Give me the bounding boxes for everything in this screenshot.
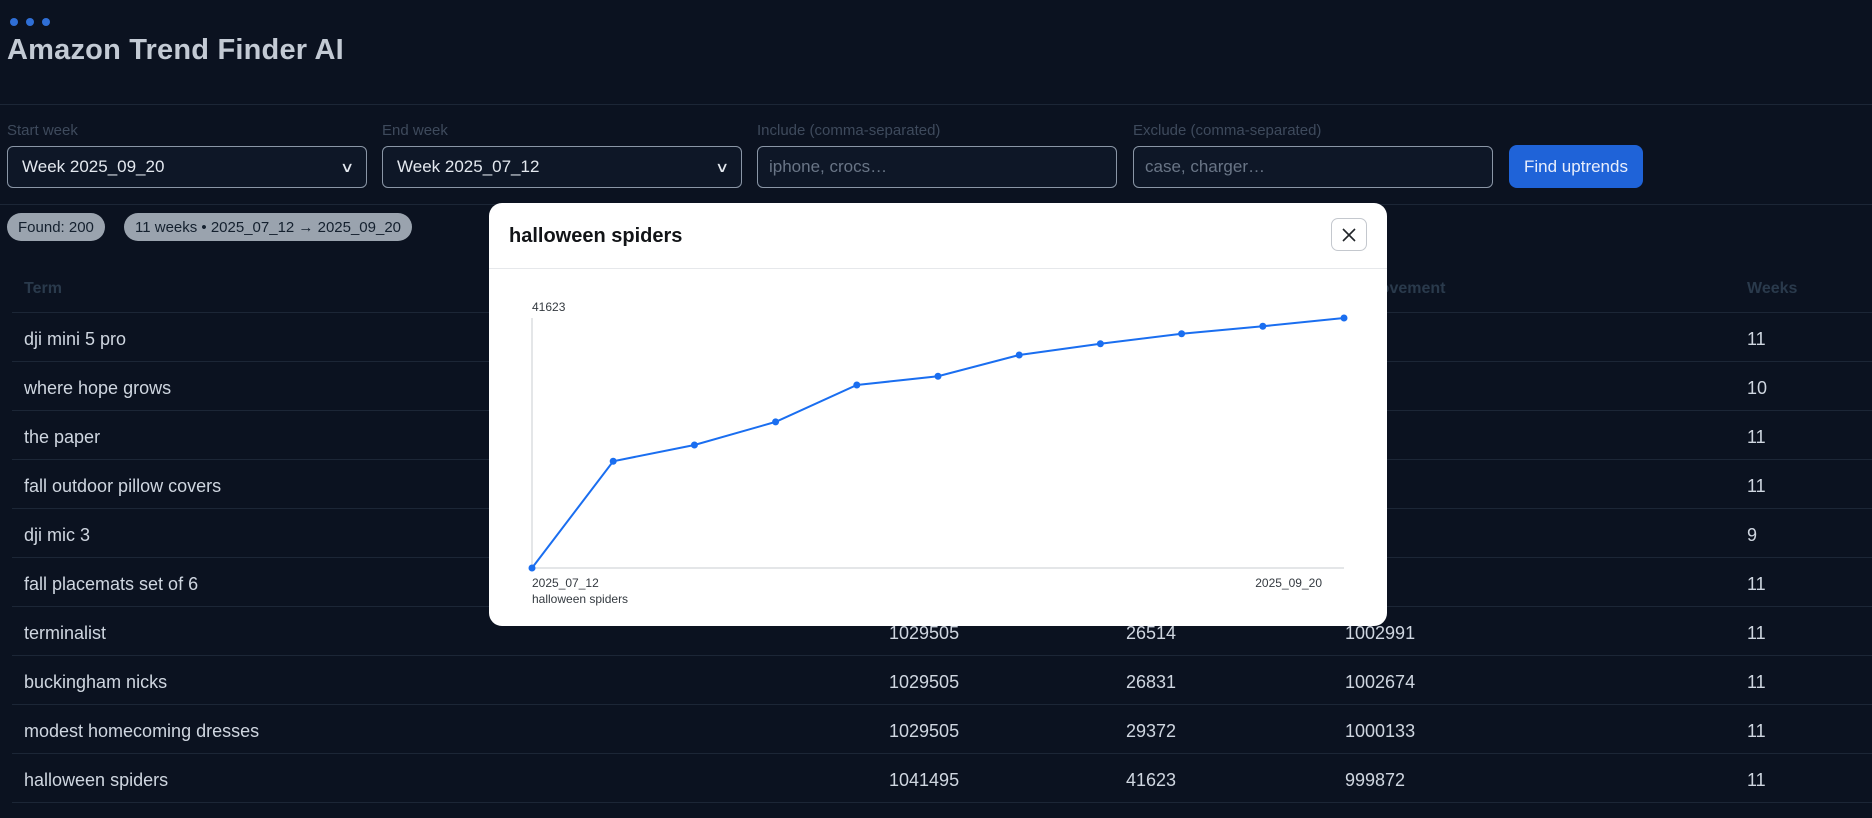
data-point[interactable] — [853, 381, 861, 389]
cell-weeks: 11 — [1747, 329, 1766, 349]
app-title: Amazon Trend Finder AI — [7, 34, 344, 66]
cell-col-3: 29372 — [1126, 721, 1177, 741]
cell-term: halloween spiders — [24, 770, 169, 790]
table-row[interactable]: modest homecoming dresses 1029505 29372 100… — [12, 705, 1872, 754]
data-point[interactable] — [1259, 322, 1267, 330]
cell-improvement: 1002674 — [1345, 672, 1416, 692]
data-point[interactable] — [690, 441, 698, 449]
cell-weeks: 10 — [1747, 378, 1768, 398]
cell-weeks: 11 — [1747, 574, 1766, 594]
start-week-select[interactable]: Week 2025_09_20 ∨ — [7, 146, 367, 188]
trend-modal: halloween spiders 41623 2025_07_12 2025_… — [489, 203, 1387, 626]
cell-term: modest homecoming dresses — [24, 721, 260, 741]
cell-term: where hope grows — [24, 378, 172, 398]
cell-weeks: 11 — [1747, 476, 1766, 496]
cell-col-2: 1029505 — [889, 721, 960, 741]
x-last-label: 2025_09_20 — [1255, 576, 1322, 590]
include-label: Include (comma-separated) — [757, 122, 941, 139]
end-week-field: End week Week 2025_07_12 ∨ — [382, 122, 742, 188]
modal-header: halloween spiders — [489, 203, 1387, 269]
include-field: Include (comma-separated) iphone, crocs… — [757, 122, 1117, 188]
cell-weeks: 9 — [1747, 525, 1758, 545]
cell-weeks: 11 — [1747, 770, 1766, 790]
found-badge: Found: 200 — [7, 213, 105, 241]
cell-term: fall placemats set of 6 — [24, 574, 199, 594]
exclude-input[interactable]: case, charger… — [1133, 146, 1493, 188]
cell-term: terminalist — [24, 623, 107, 643]
dot-icon — [42, 18, 50, 26]
end-week-value: Week 2025_07_12 — [397, 157, 540, 176]
legend-label: halloween spiders — [532, 592, 628, 606]
data-point[interactable] — [772, 418, 780, 426]
start-week-field: Start week Week 2025_09_20 ∨ — [7, 122, 367, 188]
cell-col-3: 41623 — [1126, 770, 1177, 790]
cell-col-3: 26831 — [1126, 672, 1177, 692]
cell-improvement: 1000133 — [1345, 721, 1416, 741]
exclude-field: Exclude (comma-separated) case, charger… — [1133, 122, 1493, 188]
header-term[interactable]: Term — [24, 280, 62, 297]
exclude-label: Exclude (comma-separated) — [1133, 122, 1322, 139]
close-button[interactable] — [1331, 218, 1367, 251]
data-point[interactable] — [1340, 314, 1348, 322]
end-week-select[interactable]: Week 2025_07_12 ∨ — [382, 146, 742, 188]
range-badge: 11 weeks • 2025_07_12 → 2025_09_20 — [124, 213, 413, 241]
dot-icon — [10, 18, 18, 26]
trend-line-chart: 41623 2025_07_12 2025_09_20 halloween sp… — [528, 300, 1348, 606]
cell-weeks: 11 — [1747, 672, 1766, 692]
cell-col-3: 26514 — [1126, 623, 1177, 643]
cell-col-2: 1029505 — [889, 623, 960, 643]
y-max-label: 41623 — [532, 300, 566, 314]
plot-area — [528, 314, 1348, 572]
cell-weeks: 11 — [1747, 721, 1766, 741]
chevron-down-icon: ∨ — [714, 158, 730, 175]
end-week-label: End week — [382, 122, 448, 139]
series-line — [531, 317, 1345, 569]
cell-weeks: 11 — [1747, 427, 1766, 447]
include-input[interactable]: iphone, crocs… — [757, 146, 1117, 188]
start-week-value: Week 2025_09_20 — [22, 157, 165, 176]
cell-term: buckingham nicks — [24, 672, 168, 692]
data-point[interactable] — [1096, 340, 1104, 348]
cell-term: dji mic 3 — [24, 525, 91, 545]
cell-improvement: 999872 — [1345, 770, 1406, 790]
data-point[interactable] — [1178, 330, 1186, 338]
dot-icon — [26, 18, 34, 26]
cell-improvement: 1002991 — [1345, 623, 1416, 643]
table-row[interactable]: terminalist 1029505 26514 1002991 11 — [12, 607, 1872, 656]
start-week-label: Start week — [7, 122, 78, 139]
cell-term: fall outdoor pillow covers — [24, 476, 222, 496]
table-row[interactable]: halloween spiders 1041495 41623 999872 11 — [12, 754, 1872, 803]
data-point[interactable] — [934, 372, 942, 380]
data-point[interactable] — [1015, 351, 1023, 359]
cell-term: the paper — [24, 427, 101, 447]
cell-col-2: 1041495 — [889, 770, 960, 790]
x-first-label: 2025_07_12 — [532, 576, 599, 590]
find-uptrends-button[interactable]: Find uptrends — [1509, 145, 1643, 188]
data-point[interactable] — [609, 457, 617, 465]
table-row[interactable]: buckingham nicks 1029505 26831 1002674 11 — [12, 656, 1872, 705]
cell-col-2: 1029505 — [889, 672, 960, 692]
cell-term: dji mini 5 pro — [24, 329, 127, 349]
chevron-down-icon: ∨ — [339, 158, 355, 175]
header-weeks[interactable]: Weeks — [1747, 280, 1798, 297]
close-icon — [1342, 227, 1356, 242]
cell-weeks: 11 — [1747, 623, 1766, 643]
data-point[interactable] — [528, 564, 536, 572]
header-divider — [0, 104, 1872, 105]
modal-title: halloween spiders — [509, 225, 683, 247]
window-dots — [10, 18, 50, 26]
